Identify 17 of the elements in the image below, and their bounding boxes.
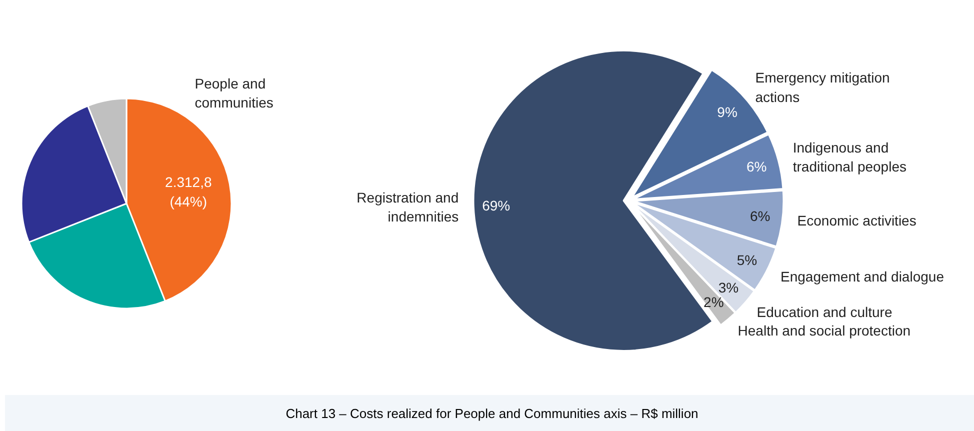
data-label: 9% <box>717 104 738 120</box>
data-label: 5% <box>736 252 758 268</box>
data-label: 3% <box>718 279 739 296</box>
slice-label: People and communities <box>194 75 274 110</box>
data-label: 2.312,8 (44%) <box>165 174 212 210</box>
slice-label: Education and culture <box>756 304 892 320</box>
data-label: 69% <box>482 198 510 214</box>
data-label: 6% <box>750 208 770 224</box>
slice-label: Health and social protection <box>738 322 911 339</box>
slice-label: Indigenous and traditional peoples <box>792 139 906 175</box>
caption: Chart 13 – Costs realized for People and Communities axis – R$ million <box>286 405 698 423</box>
slice-label: Registration and indemnities <box>356 189 459 225</box>
data-label: 6% <box>746 158 767 175</box>
slice-label: Economic activities <box>797 212 916 229</box>
data-label: 2% <box>704 294 724 310</box>
slice-label: Emergency mitigation actions <box>755 70 890 105</box>
slice-label: Engagement and dialogue <box>780 268 944 285</box>
